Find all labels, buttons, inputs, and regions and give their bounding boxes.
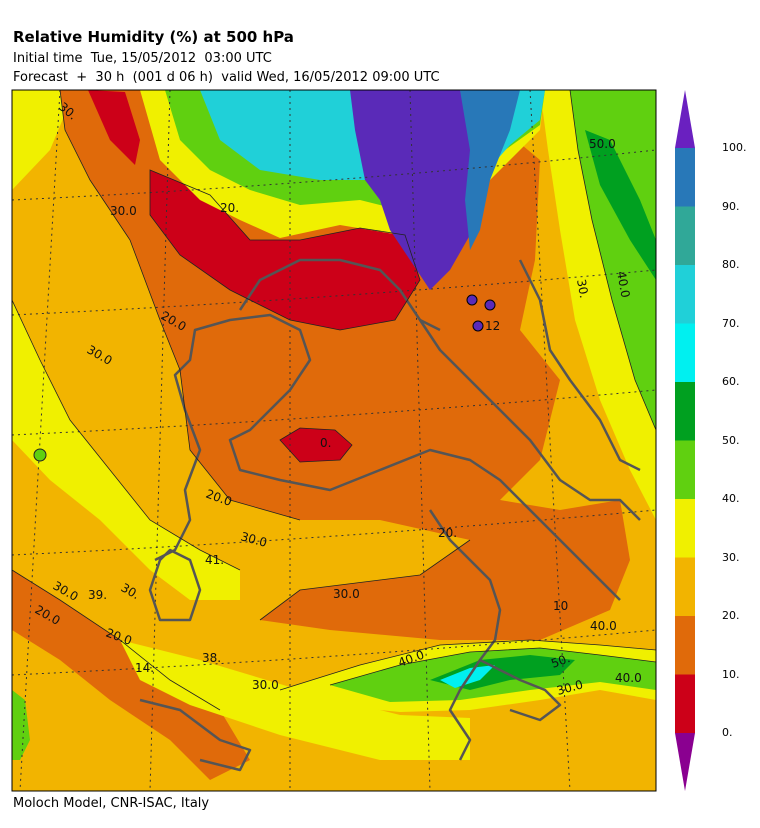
colorbar-band — [675, 382, 695, 441]
colorbar-tick-label: 30. — [722, 551, 740, 564]
colorbar-tick-label: 10. — [722, 668, 740, 681]
contour-label: 30.0 — [555, 677, 584, 697]
colorbar-tick-label: 50. — [722, 434, 740, 447]
north-blue-region — [460, 90, 520, 250]
colorbar-tick-label: 60. — [722, 375, 740, 388]
contour-label: 50. — [549, 651, 572, 671]
colorbar-tick-label: 80. — [722, 258, 740, 271]
map-frame — [11, 89, 657, 792]
north-red-core — [150, 170, 420, 330]
colorbar-band — [675, 616, 695, 675]
contour-label: 39. — [88, 588, 107, 602]
colorbar-band — [675, 265, 695, 324]
north-purple-core — [350, 90, 480, 290]
colorbar-bottom-arrow — [675, 733, 695, 791]
contour-label: 30.0 — [239, 529, 268, 549]
southwest-orange-band — [12, 570, 250, 780]
moist-cell — [484, 299, 496, 311]
colorbar-tick-label: 0. — [722, 726, 733, 739]
colorbar-band — [675, 440, 695, 500]
moist-spot — [33, 448, 47, 462]
moist-cell — [472, 320, 484, 332]
south-yellow-strip — [120, 640, 470, 760]
northwest-red-core — [88, 90, 140, 165]
colorbar-tick-label: 40. — [722, 492, 740, 505]
left-yellow-band — [12, 300, 240, 600]
contour-label: 40.0 — [590, 619, 617, 633]
contour-label: 30.0 — [333, 587, 360, 601]
east-green-region — [570, 90, 656, 430]
contour-label: 41. — [205, 553, 224, 567]
contour-label: 14. — [135, 661, 154, 675]
contour-label: 20. — [438, 526, 457, 540]
colorbar-tick-label: 100. — [722, 141, 747, 154]
contour-label: 30.0 — [110, 204, 137, 218]
southwest-green-spot — [12, 690, 30, 760]
colorbar-tick-label: 70. — [722, 317, 740, 330]
initial-time: Initial time Tue, 15/05/2012 03:00 UTC — [13, 51, 272, 66]
colorbar-band — [675, 148, 695, 207]
contour-label: 40.0 — [614, 270, 632, 299]
colorbar-band — [675, 206, 695, 266]
moist-cell — [466, 294, 478, 306]
colorbar-band — [675, 557, 695, 617]
contour-label: 0. — [320, 436, 331, 450]
contour-label: 38. — [202, 651, 221, 665]
chart-title: Relative Humidity (%) at 500 hPa — [13, 28, 294, 46]
colorbar-band — [675, 674, 695, 734]
graticule — [12, 90, 656, 791]
contour-label: 50.0 — [589, 137, 616, 151]
central-red-core — [280, 428, 352, 462]
west-yellow-region — [12, 90, 75, 190]
colorbar-top-arrow — [675, 90, 695, 148]
contour-lines — [12, 90, 656, 711]
colorbar-tick-label: 20. — [722, 609, 740, 622]
contour-label: 30.0 — [252, 678, 279, 692]
contour-label: 20. — [220, 201, 239, 215]
forecast-valid-time: Forecast + 30 h (001 d 06 h) valid Wed, … — [13, 70, 440, 85]
coastlines — [139, 258, 641, 772]
contour-label: 40.0 — [615, 671, 642, 685]
contour-label: 10 — [553, 599, 568, 613]
contour-label: 30. — [574, 278, 591, 299]
colorbar-band — [675, 499, 695, 558]
model-credit: Moloch Model, CNR-ISAC, Italy — [13, 796, 210, 811]
colorbar-band — [675, 323, 695, 383]
colorbar-bands — [675, 148, 695, 734]
east-darkgreen-band — [585, 130, 656, 280]
colorbar-tick-label: 90. — [722, 200, 740, 213]
contour-label: 12 — [485, 319, 500, 333]
